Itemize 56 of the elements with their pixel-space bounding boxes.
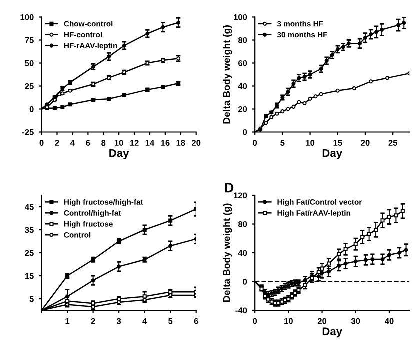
y-tick-label: 0 bbox=[243, 278, 248, 285]
x-tick-label: 16 bbox=[161, 140, 170, 146]
y-tick-label: 25 bbox=[25, 83, 34, 90]
x-tick-label: 3 bbox=[116, 318, 122, 324]
y-tick-label: 20 bbox=[238, 106, 248, 112]
x-tick-label: 5 bbox=[280, 140, 285, 146]
x-tick-label: 0 bbox=[253, 140, 258, 146]
x-tick-label: 2 bbox=[55, 140, 60, 146]
x-tick-label: 0 bbox=[253, 318, 258, 324]
chart-title: D bbox=[225, 183, 234, 193]
x-tick-label: 1 bbox=[66, 318, 70, 324]
y-tick-label: 0 bbox=[30, 106, 34, 112]
x-tick-label: 0 bbox=[40, 140, 44, 146]
x-tick-label: 2 bbox=[91, 318, 96, 324]
x-axis-title: Day bbox=[322, 328, 342, 338]
x-tick-label: 6 bbox=[194, 318, 198, 324]
x-tick-label: 10 bbox=[306, 140, 315, 146]
x-tick-label: 4 bbox=[70, 140, 75, 146]
x-tick-label: 5 bbox=[168, 318, 173, 324]
x-tick-label: 20 bbox=[192, 140, 201, 146]
y-tick-label: 40 bbox=[238, 83, 248, 90]
x-tick-label: 20 bbox=[318, 318, 327, 324]
y-tick-label: -25 bbox=[22, 129, 34, 136]
y-tick-label: 45 bbox=[25, 204, 34, 210]
y-axis-title: Delta Body weight (g) bbox=[223, 204, 232, 302]
x-tick-label: 12 bbox=[130, 140, 139, 146]
y-tick-label: 75 bbox=[25, 38, 34, 44]
y-tick-label: 35 bbox=[25, 227, 34, 234]
y-tick-label: 100 bbox=[234, 14, 248, 20]
x-tick-label: 30 bbox=[351, 318, 360, 324]
x-tick-label: 20 bbox=[361, 140, 370, 146]
x-tick-label: 8 bbox=[102, 140, 106, 146]
x-tick-label: 14 bbox=[146, 140, 155, 146]
x-tick-label: 10 bbox=[114, 140, 124, 146]
y-tick-label: 120 bbox=[234, 192, 248, 199]
y-tick-label: 15 bbox=[25, 273, 34, 280]
y-tick-label: 25 bbox=[25, 250, 34, 256]
y-tick-label: 80 bbox=[238, 221, 248, 228]
y-tick-label: 100 bbox=[20, 14, 34, 20]
x-axis-title: Day bbox=[322, 149, 342, 160]
y-tick-label: 40 bbox=[238, 250, 248, 256]
y-tick-label: 80 bbox=[238, 37, 248, 44]
x-tick-label: 4 bbox=[142, 318, 148, 324]
y-tick-label: 0 bbox=[243, 129, 248, 136]
y-tick-label: 50 bbox=[25, 60, 34, 66]
x-tick-label: 6 bbox=[86, 140, 90, 146]
y-axis-title: Delta Body weight (g) bbox=[223, 26, 232, 124]
x-tick-label: 25 bbox=[388, 140, 398, 146]
y-tick-label: 60 bbox=[238, 60, 248, 66]
x-tick-label: 40 bbox=[384, 318, 394, 324]
x-tick-label: 15 bbox=[334, 140, 342, 146]
y-tick-label: 5 bbox=[30, 296, 34, 302]
y-tick-label: -40 bbox=[236, 308, 248, 314]
x-tick-label: 18 bbox=[176, 140, 186, 146]
x-tick-label: 10 bbox=[284, 318, 293, 324]
x-axis-title: Day bbox=[110, 149, 130, 160]
